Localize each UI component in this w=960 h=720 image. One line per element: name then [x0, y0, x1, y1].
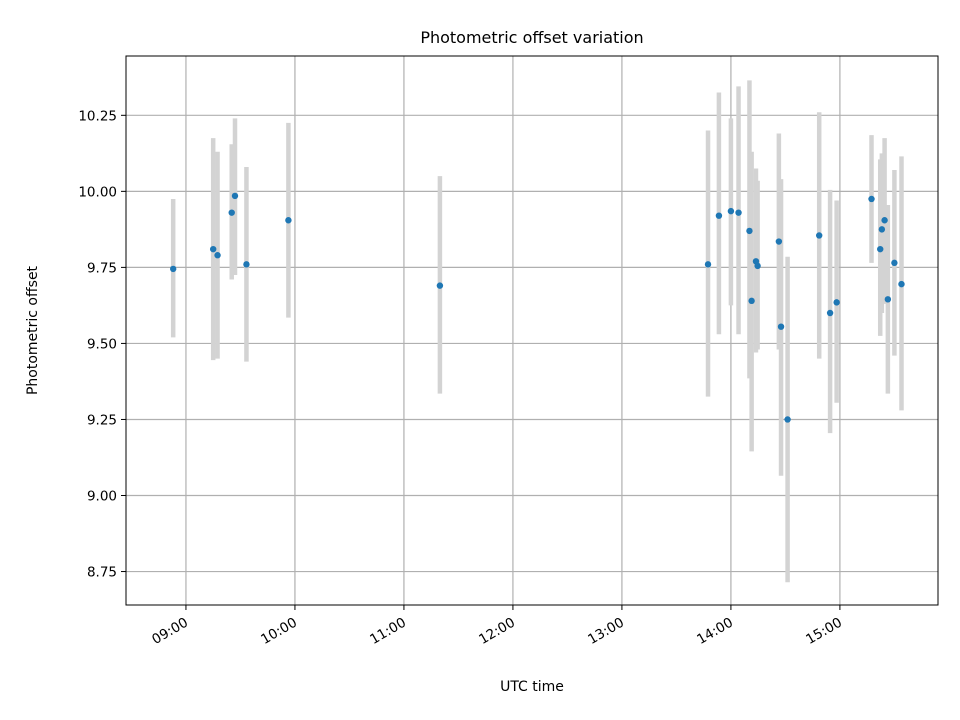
- data-point: [833, 299, 839, 305]
- figure-background: [0, 0, 960, 720]
- data-point: [754, 263, 760, 269]
- data-point: [877, 246, 883, 252]
- y-tick-label: 9.75: [87, 260, 117, 276]
- data-point: [816, 232, 822, 238]
- data-point: [229, 209, 235, 215]
- data-point: [735, 209, 741, 215]
- data-point: [868, 196, 874, 202]
- chart: 09:00 10:00 11:00 12:00 13:00 14:00 15:00 8.75…: [0, 0, 960, 720]
- data-point: [748, 298, 754, 304]
- data-point: [232, 193, 238, 199]
- data-point: [776, 238, 782, 244]
- data-point: [827, 310, 833, 316]
- data-point: [214, 252, 220, 258]
- data-point: [746, 228, 752, 234]
- y-tick-label: 9.00: [87, 489, 117, 505]
- data-point: [210, 246, 216, 252]
- data-point: [784, 416, 790, 422]
- data-point: [243, 261, 249, 267]
- y-tick-label: 9.25: [87, 412, 117, 428]
- data-point: [891, 260, 897, 266]
- data-point: [879, 226, 885, 232]
- data-point: [885, 296, 891, 302]
- data-point: [285, 217, 291, 223]
- data-point: [898, 281, 904, 287]
- chart-title: Photometric offset variation: [420, 28, 643, 47]
- x-axis-label: UTC time: [500, 679, 564, 695]
- data-point: [881, 217, 887, 223]
- y-tick-label: 10.25: [78, 108, 117, 124]
- y-tick-label: 9.50: [87, 336, 117, 352]
- y-axis-label: Photometric offset: [25, 265, 41, 395]
- data-point: [716, 212, 722, 218]
- y-tick-label: 8.75: [87, 565, 117, 581]
- data-point: [170, 266, 176, 272]
- data-point: [437, 282, 443, 288]
- data-point: [778, 323, 784, 329]
- y-tick-label: 10.00: [78, 184, 117, 200]
- data-point: [728, 208, 734, 214]
- data-point: [705, 261, 711, 267]
